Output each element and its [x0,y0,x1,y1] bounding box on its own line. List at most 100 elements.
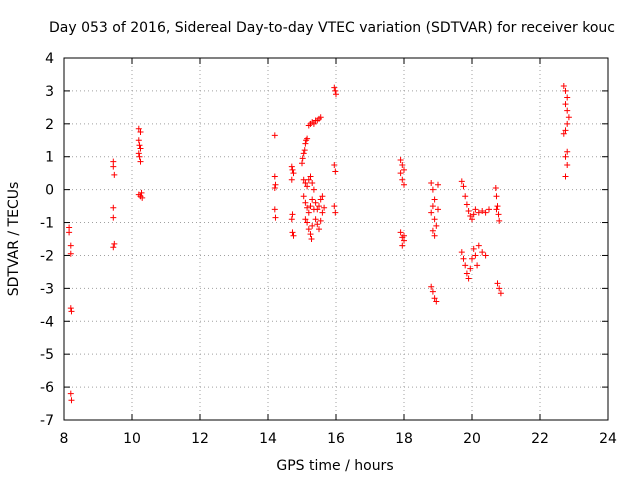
data-point [304,135,311,142]
data-point [135,137,142,144]
data-point [139,194,146,201]
data-point [67,242,74,249]
data-point [565,114,572,121]
data-point [429,186,436,193]
y-tick-label: -1 [40,216,54,232]
data-point [496,285,503,292]
data-point [137,129,144,136]
data-point [428,283,435,290]
data-point [68,397,75,404]
data-point [467,265,474,272]
data-point [271,184,278,191]
data-point [431,216,438,223]
data-point [435,181,441,188]
data-point [290,170,297,177]
data-point [332,87,339,94]
x-tick-label: 24 [599,431,617,447]
data-point [307,203,314,210]
data-point [272,181,279,188]
data-point [312,216,319,223]
data-point [67,250,74,257]
data-point [302,140,309,147]
data-point [494,203,501,210]
data-point [135,150,142,157]
data-point [310,186,317,193]
data-point [433,298,440,305]
y-tick-labels: 4 3 2 1 0 -1 -2 -3 -4 -5 -6 -7 [40,51,54,429]
data-point [332,168,339,175]
data-point [302,180,309,187]
data-point [482,209,489,216]
data-point [463,270,470,277]
data-point [433,222,440,229]
data-point [562,153,569,160]
data-point [493,206,500,213]
data-point [300,193,307,200]
data-point [470,245,477,252]
data-point [428,209,435,216]
data-point [290,232,297,239]
x-tick-label: 22 [531,431,549,447]
y-tick-label: -7 [40,413,54,429]
data-point [332,209,339,216]
data-point [331,161,338,168]
data-point [458,249,465,256]
data-point [564,107,571,114]
y-tick-label: -3 [40,281,54,297]
data-point [137,145,144,152]
data-point [302,199,309,206]
data-point [562,173,569,180]
data-point [316,203,322,210]
data-point [470,211,477,218]
data-point [431,232,438,239]
data-point [472,206,479,213]
data-point [401,181,407,188]
data-point [465,208,472,215]
grid [64,58,608,420]
data-point [288,163,295,170]
data-point [564,148,571,155]
data-point [309,180,316,187]
data-point [467,212,474,219]
data-point [460,255,467,262]
data-point [496,217,503,224]
data-point [67,305,74,312]
data-point [312,199,319,206]
data-point [301,147,308,154]
data-point [469,216,475,223]
data-point [429,203,436,210]
data-point [317,217,324,224]
data-point [111,240,118,247]
data-point [482,252,489,259]
data-point [462,262,469,269]
data-point [462,193,469,200]
data-point [316,226,322,233]
data-point [299,155,306,162]
data-point [272,214,279,221]
data-point [319,193,326,200]
data-point [110,214,117,221]
data-point [331,84,338,91]
y-tick-label: 2 [45,117,54,133]
data-point [472,252,479,259]
data-point [435,206,441,213]
data-point [562,87,569,94]
data-point [399,242,406,249]
y-tick-label: 3 [45,84,54,100]
data-point [138,189,145,196]
data-point [333,91,339,98]
data-point [429,288,436,295]
data-point [110,244,117,251]
x-tick-label: 18 [395,431,413,447]
x-tick-label: 14 [259,431,277,447]
data-point [302,216,309,223]
data-point [305,176,312,183]
data-point [271,206,278,213]
data-point [304,183,311,190]
data-point [562,127,569,134]
data-point [493,193,500,200]
x-tick-label: 16 [327,431,345,447]
data-point [288,216,295,223]
data-point [469,255,475,262]
